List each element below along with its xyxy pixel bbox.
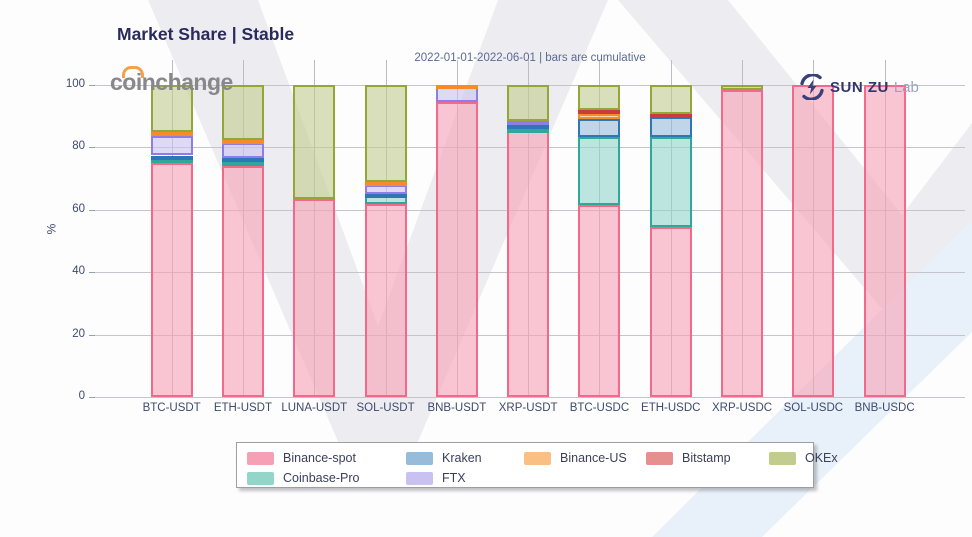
bar-xrp-usdt-okex[interactable] (507, 85, 550, 121)
bar-sol-usdt-binance-spot[interactable] (364, 203, 407, 397)
legend-swatch-binance-us (524, 451, 551, 465)
bar-xrp-usdt-kraken[interactable] (507, 124, 550, 129)
bar-xrp-usdc-binance-spot[interactable] (721, 89, 764, 397)
x-tick-label-eth-usdc: ETH-USDC (641, 402, 701, 414)
legend-swatch-okex (769, 451, 796, 465)
ytick-mark-40 (89, 272, 95, 274)
ytick-mark-60 (89, 209, 95, 211)
x-tick-label-sol-usdt: SOL-USDT (356, 402, 415, 414)
bar-bnb-usdc-binance-spot[interactable] (863, 85, 906, 397)
legend-item-bitstamp[interactable]: Bitstamp (646, 449, 769, 467)
bar-sol-usdt-binance-us[interactable] (364, 181, 407, 186)
bar-eth-usdt-okex[interactable] (221, 85, 264, 140)
bar-btc-usdc-binance-us[interactable] (578, 113, 621, 119)
x-tick-label-bnb-usdc: BNB-USDC (854, 402, 915, 414)
sunzu-lab-text: Lab (893, 78, 919, 96)
bar-luna-usdt-binance-spot[interactable] (293, 198, 336, 397)
legend-swatch-bitstamp (646, 451, 673, 465)
x-tick-label-luna-usdt: LUNA-USDT (281, 402, 348, 414)
bar-xrp-usdc-okex[interactable] (721, 85, 764, 90)
bar-btc-usdc-binance-spot[interactable] (578, 205, 621, 397)
legend-label-bitstamp: Bitstamp (682, 451, 731, 465)
ytick-mark-20 (89, 334, 95, 336)
legend-item-binance-spot[interactable]: Binance-spot (247, 449, 406, 467)
ytick-mark-80 (89, 147, 95, 149)
legend: Binance-spot Kraken Binance-US Bitstamp OKEx… (236, 442, 838, 488)
bar-eth-usdt-kraken[interactable] (221, 158, 264, 163)
x-tick-label-xrp-usdt: XRP-USDT (498, 402, 558, 414)
legend-item-ftx[interactable]: FTX (406, 469, 524, 487)
coinchange-arc-icon (122, 66, 144, 78)
legend-item-binance-us[interactable]: Binance-US (524, 449, 646, 467)
legend-label-coinbase-pro: Coinbase-Pro (283, 471, 360, 485)
sunzu-logo-icon (800, 74, 824, 100)
legend-item-okex[interactable]: OKEx (769, 449, 838, 467)
sunzu-logo-text: SUN ZU (830, 78, 889, 96)
legend-item-coinbase-pro[interactable]: Coinbase-Pro (247, 469, 406, 487)
sunzu-logo: SUN ZU Lab (799, 74, 919, 100)
legend-swatch-binance-spot (247, 451, 274, 465)
bar-btc-usdt-kraken[interactable] (150, 155, 193, 160)
bar-eth-usdc-okex[interactable] (649, 85, 692, 115)
bar-bnb-usdt-binance-us[interactable] (435, 85, 478, 89)
coinchange-logo: coinchange (110, 66, 233, 96)
bar-sol-usdt-kraken[interactable] (364, 194, 407, 199)
bar-btc-usdt-okex[interactable] (150, 85, 193, 132)
bar-btc-usdc-bitstamp[interactable] (578, 109, 621, 114)
bar-sol-usdc-binance-spot[interactable] (792, 85, 835, 397)
legend-label-binance-spot: Binance-spot (283, 451, 356, 465)
bar-eth-usdc-kraken[interactable] (649, 117, 692, 138)
bar-bnb-usdt-binance-spot[interactable] (435, 102, 478, 397)
chart-subtitle: 2022-01-01-2022-06-01 | bars are cumulat… (414, 52, 646, 64)
y-tick-label: 0 (78, 390, 85, 402)
bar-eth-usdc-binance-spot[interactable] (649, 226, 692, 397)
bar-btc-usdc-okex[interactable] (578, 85, 621, 110)
bar-btc-usdt-binance-us[interactable] (150, 131, 193, 136)
x-tick-label-btc-usdc: BTC-USDC (569, 402, 630, 414)
legend-label-kraken: Kraken (442, 451, 482, 465)
y-tick-label: 100 (65, 78, 85, 90)
gridline-y-0 (95, 397, 965, 398)
bar-luna-usdt-okex[interactable] (293, 85, 336, 199)
x-tick-label-btc-usdt: BTC-USDT (142, 402, 201, 414)
x-tick-label-sol-usdc: SOL-USDC (783, 402, 844, 414)
bar-xrp-usdt-binance-spot[interactable] (507, 130, 550, 397)
legend-swatch-ftx (406, 471, 433, 485)
x-tick-label-eth-usdt: ETH-USDT (213, 402, 272, 414)
x-tick-label-xrp-usdc: XRP-USDC (712, 402, 773, 414)
legend-label-ftx: FTX (442, 471, 466, 485)
legend-label-binance-us: Binance-US (560, 451, 627, 465)
bar-xrp-usdt-ftx[interactable] (507, 120, 550, 125)
y-tick-label: 80 (72, 140, 85, 153)
y-tick-label: 60 (72, 202, 85, 215)
legend-label-okex: OKEx (805, 451, 838, 465)
bar-sol-usdt-okex[interactable] (364, 85, 407, 182)
y-axis-label: % (44, 223, 59, 235)
bar-sol-usdt-ftx[interactable] (364, 184, 407, 195)
bar-eth-usdc-bitstamp[interactable] (649, 114, 692, 119)
y-tick-label: 20 (72, 327, 85, 340)
x-tick-label-bnb-usdt: BNB-USDT (427, 402, 487, 414)
legend-swatch-coinbase-pro (247, 471, 274, 485)
ytick-mark-100 (89, 85, 95, 86)
bar-bnb-usdt-ftx[interactable] (435, 87, 478, 103)
bar-btc-usdc-kraken[interactable] (578, 119, 621, 138)
bar-btc-usdt-ftx[interactable] (150, 135, 193, 156)
bar-eth-usdt-binance-us[interactable] (221, 139, 264, 144)
legend-swatch-kraken (406, 451, 433, 465)
bar-btc-usdt-coinbase-pro[interactable] (150, 159, 193, 164)
bar-btc-usdc-coinbase-pro[interactable] (578, 137, 621, 206)
bar-btc-usdt-binance-spot[interactable] (150, 163, 193, 397)
ytick-mark-0 (89, 397, 95, 398)
bar-eth-usdt-ftx[interactable] (221, 142, 264, 159)
bar-xrp-usdt-coinbase-pro[interactable] (507, 128, 550, 133)
y-tick-label: 40 (72, 265, 85, 278)
legend-item-kraken[interactable]: Kraken (406, 449, 524, 467)
bar-eth-usdt-binance-spot[interactable] (221, 166, 264, 397)
bar-eth-usdt-coinbase-pro[interactable] (221, 162, 264, 167)
chart-title: Market Share | Stable (117, 24, 295, 44)
bar-eth-usdc-coinbase-pro[interactable] (649, 137, 692, 227)
